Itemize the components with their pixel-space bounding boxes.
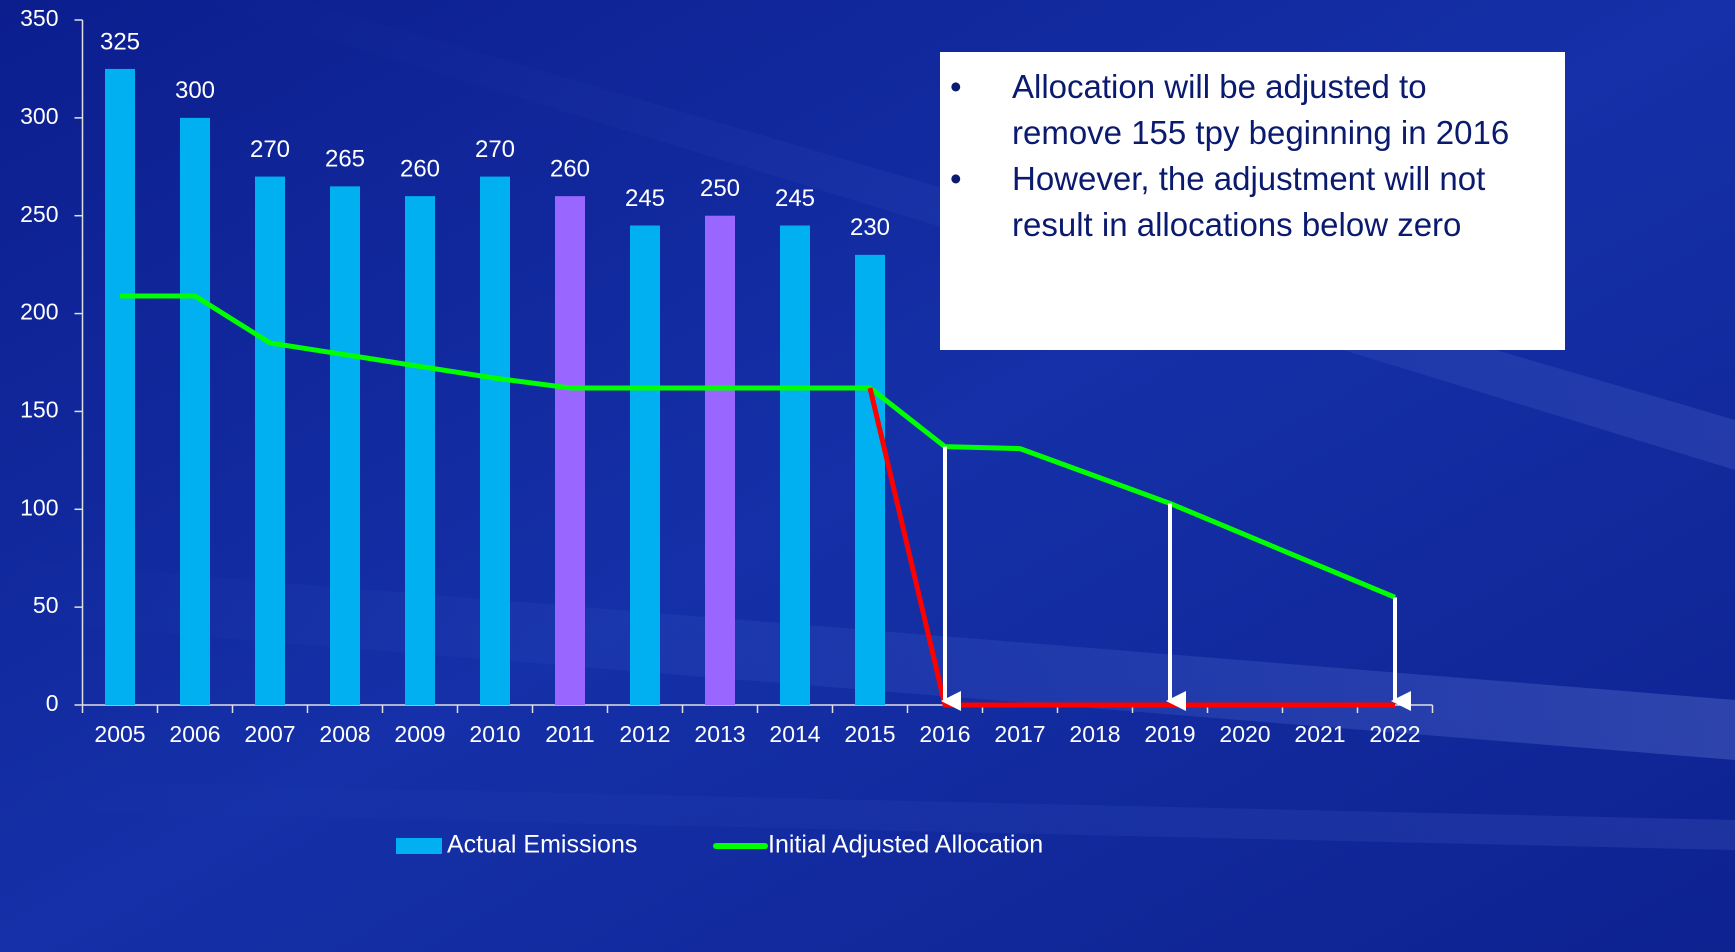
y-tick-label: 200	[20, 299, 58, 325]
bar	[105, 68, 135, 705]
x-tick-label: 2011	[545, 721, 594, 747]
line	[120, 293, 1396, 600]
x-tick-label: 2021	[1294, 721, 1345, 747]
x-tick-label: 2020	[1219, 721, 1270, 747]
data-label: 245	[625, 185, 665, 212]
x-tick-label: 2015	[844, 721, 895, 747]
y-tick-label: 150	[20, 397, 58, 423]
annotation: Allocation will be adjusted to remove 15…	[950, 64, 1532, 156]
x-tick-label: 2008	[319, 721, 370, 747]
bar	[555, 196, 585, 705]
bar	[405, 196, 435, 705]
bar	[630, 225, 660, 705]
x-tick-label: 2018	[1069, 721, 1120, 747]
x-tick-label: 2006	[169, 721, 220, 747]
data-label: 260	[550, 155, 590, 182]
data-label: 265	[325, 146, 365, 173]
bar	[255, 176, 285, 706]
y-tick-label: 300	[20, 103, 58, 129]
bar	[705, 215, 735, 705]
data-label: 230	[850, 214, 890, 241]
x-tick-label: 2005	[94, 721, 145, 747]
background-streak	[0, 780, 1735, 850]
x-tick-label: 2007	[244, 721, 295, 747]
x-tick-label: 2013	[694, 721, 745, 747]
x-tick-label: 2012	[619, 721, 670, 747]
x-tick-label: 2014	[769, 721, 820, 747]
y-tick-label: 0	[46, 690, 59, 716]
legend-label: Actual Emissions	[447, 831, 637, 859]
bar	[480, 176, 510, 706]
data-label: 260	[400, 155, 440, 182]
bar	[780, 225, 810, 705]
bar	[330, 186, 360, 705]
x-tick-label: 2016	[919, 721, 970, 747]
legend-label: Initial Adjusted Allocation	[768, 831, 1043, 859]
x-tick-label: 2009	[394, 721, 445, 747]
y-tick-label: 50	[33, 592, 59, 618]
y-tick-label: 350	[20, 5, 58, 31]
bar	[855, 254, 885, 705]
y-tick-label: 100	[20, 494, 58, 520]
x-tick-label: 2017	[994, 721, 1045, 747]
y-tick-label: 250	[20, 201, 58, 227]
data-label: 300	[175, 77, 215, 104]
x-tick-label: 2010	[469, 721, 520, 747]
data-label: 270	[475, 136, 515, 163]
legend-swatch	[396, 838, 442, 854]
annotation-list: Allocation will be adjusted to remove 15…	[940, 64, 1545, 248]
data-label: 245	[775, 185, 815, 212]
x-tick-label: 2022	[1369, 721, 1420, 747]
annotation-box: Allocation will be adjusted to remove 15…	[940, 52, 1565, 350]
data-label: 325	[100, 28, 140, 55]
data-label: 250	[700, 175, 740, 202]
data-label: 270	[250, 136, 290, 163]
x-tick-label: 2019	[1144, 721, 1195, 747]
annotation: However, the adjustment will not result …	[950, 156, 1532, 248]
bar	[180, 117, 210, 706]
